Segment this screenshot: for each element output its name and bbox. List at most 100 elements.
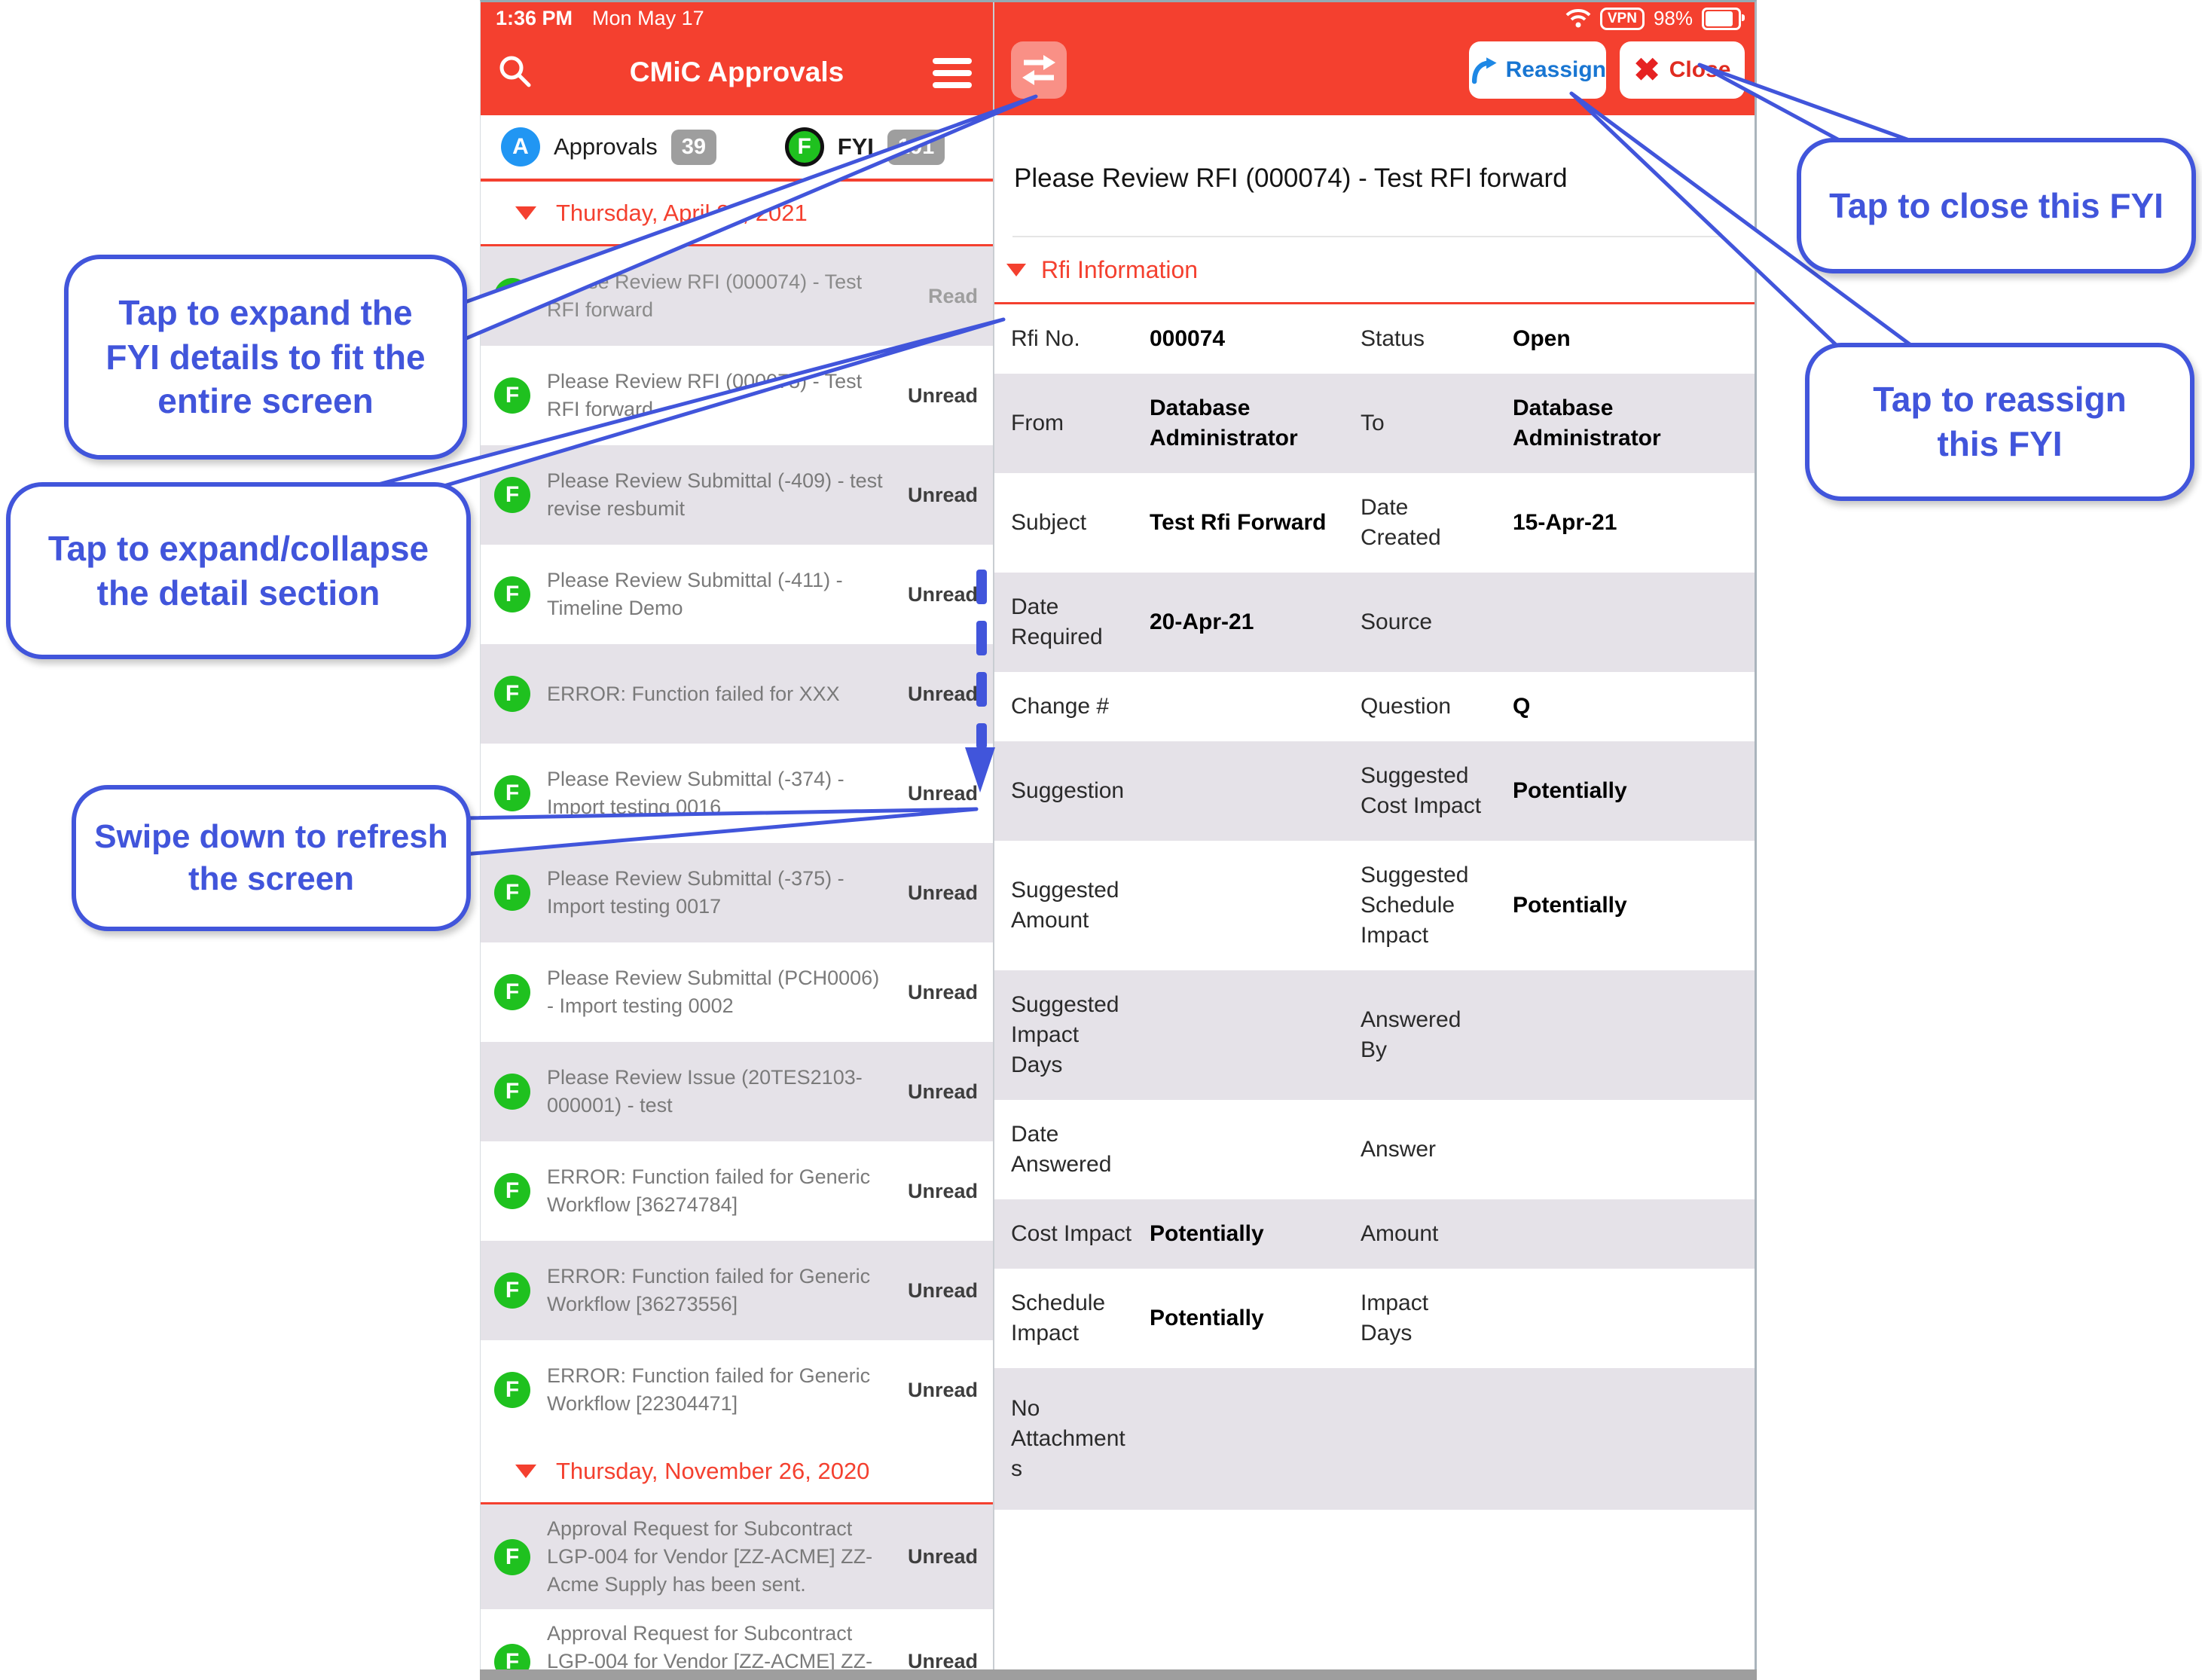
rfi-table-row: Suggested Impact Days Answered By: [994, 970, 1755, 1100]
fyi-item-status: Read: [927, 284, 978, 307]
callout-expand-collapse-section: Tap to expand/collapse the detail sectio…: [6, 482, 471, 659]
rfi-table-row: Change # Question Q: [994, 672, 1755, 741]
field-label: Amount: [1361, 1221, 1439, 1246]
field-label: Suggestion: [1011, 778, 1125, 803]
approvals-count-badge: 39: [670, 129, 717, 165]
list-section: Thursday, November 26, 2020 F Approval R…: [481, 1440, 993, 1680]
fyi-item-text: Please Review RFI (000074) - Test RFI fo…: [547, 270, 863, 321]
field-label: Subject: [1011, 510, 1087, 535]
section-collapse-triangle-icon: [515, 206, 536, 220]
fyi-item-text: Please Review Submittal (-409) - test re…: [547, 469, 883, 520]
fyi-item-status: Unread: [907, 1650, 978, 1672]
fyi-detail-title: Please Review RFI (000074) - Test RFI fo…: [1014, 163, 1568, 193]
fyi-item-status: Unread: [907, 1378, 978, 1401]
rfi-table-row: Subject Test Rfi Forward Date Created 15…: [994, 473, 1755, 573]
fyi-item-text: Please Review RFI (000075) - Test RFI fo…: [547, 370, 863, 420]
tab-bar: A Approvals 39 F FYI 191: [481, 115, 993, 182]
field-label: Date Created: [1361, 495, 1441, 550]
field-label: Suggested Impact Days: [1011, 992, 1119, 1077]
fyi-item-icon: F: [494, 775, 530, 811]
reassign-button[interactable]: Reassign: [1469, 41, 1606, 99]
field-label: Change #: [1011, 694, 1110, 719]
close-x-icon: ✖: [1633, 52, 1660, 87]
fyi-item-icon: F: [494, 576, 530, 612]
hamburger-menu-icon[interactable]: [933, 58, 972, 88]
field-label: Status: [1361, 326, 1425, 351]
fyi-item-icon: F: [494, 1372, 530, 1408]
tab-fyi-label: FYI: [837, 133, 874, 160]
field-label: Answer: [1361, 1137, 1437, 1162]
fyi-list-item[interactable]: F ERROR: Function failed for Generic Wor…: [481, 1340, 993, 1440]
field-label: Source: [1361, 609, 1433, 634]
fyi-item-status: Unread: [907, 980, 978, 1003]
field-label: Cost Impact: [1011, 1221, 1132, 1246]
rfi-table-row: Date Answered Answer: [994, 1100, 1755, 1199]
reassign-arrow-icon: [1471, 57, 1497, 84]
rfi-information-title: Rfi Information: [1041, 255, 1199, 283]
fyi-item-text: ERROR: Function failed for Generic Workf…: [547, 1165, 871, 1216]
rfi-table-row: Suggestion Suggested Cost Impact Potenti…: [994, 741, 1755, 841]
fyi-item-icon: F: [494, 1074, 530, 1110]
field-label: Impact Days: [1361, 1291, 1429, 1346]
tab-approvals[interactable]: A Approvals 39: [481, 115, 737, 179]
fyi-count-badge: 191: [887, 129, 945, 165]
fyi-item-status: Unread: [907, 383, 978, 407]
field-value: 15-Apr-21: [1513, 510, 1617, 535]
nav-row: CMiC Approvals: [481, 32, 993, 115]
fyi-item-text: Please Review Submittal (PCH0006) - Impo…: [547, 967, 880, 1017]
tab-fyi[interactable]: F FYI 191: [737, 115, 993, 179]
list-section: Thursday, April 29, 2021 F Please Review…: [481, 182, 993, 1440]
reassign-button-label: Reassign: [1505, 57, 1606, 82]
field-value: Q: [1513, 694, 1531, 719]
fyi-list-item[interactable]: F Please Review Issue (20TES2103-000001)…: [481, 1042, 993, 1141]
fyi-list-item[interactable]: F Please Review Submittal (-374) - Impor…: [481, 744, 993, 843]
fyi-detail-panel: VPN 98% R: [994, 2, 1755, 1680]
date-section-header[interactable]: Thursday, November 26, 2020: [481, 1440, 993, 1504]
section-items: F Approval Request for Subcontract LGP-0…: [481, 1504, 993, 1680]
fyi-item-status: Unread: [907, 682, 978, 705]
detail-header: VPN 98% R: [994, 2, 1755, 115]
fyi-item-icon: F: [494, 377, 530, 414]
fyi-item-icon: F: [494, 1173, 530, 1209]
fyi-list-item[interactable]: F Please Review Submittal (-409) - test …: [481, 445, 993, 545]
attachments-row: No Attachments: [994, 1368, 1755, 1510]
expand-detail-button[interactable]: [1011, 41, 1067, 99]
search-icon[interactable]: [497, 53, 532, 88]
field-label: Suggested Amount: [1011, 878, 1119, 933]
fyi-tab-icon: F: [784, 127, 824, 166]
fyi-list-item[interactable]: F Please Review Submittal (PCH0006) - Im…: [481, 942, 993, 1042]
rfi-information-section-header[interactable]: Rfi Information: [994, 237, 1755, 304]
fyi-item-status: Unread: [907, 483, 978, 506]
fyi-list-item[interactable]: F ERROR: Function failed for XXX Unread: [481, 644, 993, 744]
wifi-icon: [1565, 9, 1591, 28]
cmic-approvals-app: 1:36 PM Mon May 17 CMiC Approvals A Appro…: [480, 0, 1757, 1680]
field-value: Database Administrator: [1513, 396, 1661, 451]
fyi-item-text: Please Review Submittal (-375) - Import …: [547, 867, 844, 918]
vpn-badge: VPN: [1599, 7, 1645, 30]
callout-swipe-refresh: Swipe down to refresh the screen: [72, 785, 471, 931]
fyi-list-item[interactable]: F Approval Request for Subcontract LGP-0…: [481, 1609, 993, 1680]
fyi-item-text: Please Review Issue (20TES2103-000001) -…: [547, 1066, 863, 1116]
fyi-item-icon: F: [494, 1538, 530, 1575]
rfi-table-row: Date Required 20-Apr-21 Source: [994, 573, 1755, 672]
fyi-item-status: Unread: [907, 1179, 978, 1202]
fyi-list-item[interactable]: F Please Review Submittal (-375) - Impor…: [481, 843, 993, 942]
fyi-list-item[interactable]: F ERROR: Function failed for Generic Wor…: [481, 1141, 993, 1241]
field-value: Potentially: [1150, 1221, 1264, 1246]
fyi-list-item[interactable]: F ERROR: Function failed for Generic Wor…: [481, 1241, 993, 1340]
status-bar-left: 1:36 PM Mon May 17: [496, 7, 704, 30]
fyi-list-item[interactable]: F Please Review RFI (000075) - Test RFI …: [481, 346, 993, 445]
close-button[interactable]: ✖ Close: [1620, 41, 1745, 99]
fyi-list-item[interactable]: F Please Review RFI (000074) - Test RFI …: [481, 246, 993, 346]
fyi-list-item[interactable]: F Please Review Submittal (-411) - Timel…: [481, 545, 993, 644]
fyi-list-item[interactable]: F Approval Request for Subcontract LGP-0…: [481, 1504, 993, 1609]
app-title: CMiC Approvals: [629, 57, 844, 87]
battery-percent: 98%: [1653, 7, 1693, 29]
fyi-item-icon: F: [494, 1272, 530, 1309]
rfi-table-row: Schedule Impact Potentially Impact Days: [994, 1269, 1755, 1368]
approvals-tab-icon: A: [500, 127, 540, 166]
status-bar-right: VPN 98%: [1565, 7, 1745, 30]
date-section-header[interactable]: Thursday, April 29, 2021: [481, 182, 993, 246]
section-collapse-triangle-icon: [515, 1464, 536, 1478]
callout-close-fyi: Tap to close this FYI: [1797, 138, 2196, 273]
